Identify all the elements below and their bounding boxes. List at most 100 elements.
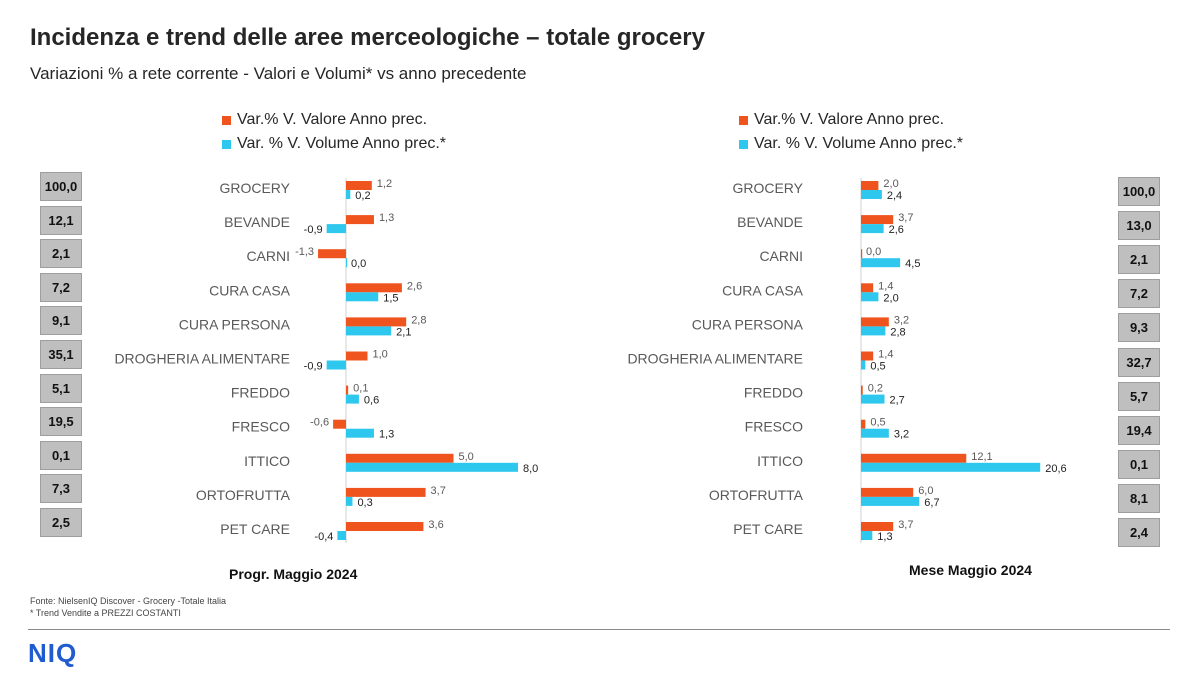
data-label-valore: 0,1 — [353, 383, 368, 395]
data-label-volume: 0,0 — [351, 258, 366, 270]
bar-valore — [346, 283, 402, 293]
bar-valore — [861, 181, 879, 190]
data-label-valore: 3,7 — [898, 212, 913, 224]
data-label-valore: 2,8 — [411, 314, 426, 326]
category-label: CURA PERSONA — [692, 316, 804, 332]
category-label: CARNI — [246, 248, 290, 264]
bar-volume — [346, 326, 392, 336]
bar-valore — [861, 283, 874, 293]
bar-valore — [861, 215, 894, 225]
bar-volume — [861, 462, 1041, 472]
data-label-valore: 3,2 — [894, 314, 909, 326]
data-label-volume: -0,4 — [314, 531, 333, 543]
legend-label-valore: Var.% V. Valore Anno prec. — [237, 111, 428, 128]
incidenza-box: 0,1 — [40, 440, 82, 470]
bar-valore — [346, 351, 368, 361]
data-label-valore: 1,0 — [373, 349, 388, 361]
bar-valore — [861, 419, 866, 429]
bar-valore — [861, 249, 863, 259]
data-label-valore: 1,2 — [377, 178, 392, 190]
incidenza-box: 7,3 — [40, 474, 82, 504]
bar-volume — [861, 428, 889, 438]
chart-title-left: Progr. Maggio 2024 — [229, 566, 358, 582]
incidenza-box: 35,1 — [40, 340, 82, 369]
bar-valore — [333, 419, 346, 429]
data-label-valore: -1,3 — [295, 246, 314, 258]
incidenza-box: 2,5 — [40, 508, 82, 537]
category-label: PET CARE — [220, 521, 290, 537]
page-subtitle: Variazioni % a rete corrente - Valori e … — [30, 64, 527, 83]
category-label: FRESCO — [232, 419, 290, 435]
incidenza-box: 5,7 — [1118, 381, 1160, 411]
bar-valore — [346, 385, 349, 395]
data-label-valore: 6,0 — [918, 485, 933, 497]
bar-volume — [346, 394, 359, 404]
data-label-volume: 2,0 — [883, 292, 898, 304]
data-label-valore: 1,4 — [878, 280, 893, 292]
bar-valore — [346, 487, 426, 497]
incidenza-box: 2,4 — [1118, 518, 1160, 547]
data-label-valore: 12,1 — [971, 451, 992, 463]
category-label: CURA PERSONA — [179, 316, 291, 332]
incidenza-box: 7,2 — [1118, 279, 1160, 309]
bar-valore — [346, 453, 454, 463]
data-label-volume: 3,2 — [894, 429, 909, 441]
legend-swatch-valore — [739, 115, 748, 125]
category-label: FREDDO — [231, 385, 290, 401]
footer-divider — [28, 629, 1170, 630]
legend-left: Var.% V. Valore Anno prec. Var. % V. Vol… — [222, 108, 446, 156]
category-label: ORTOFRUTTA — [709, 487, 804, 503]
legend-item-volume: Var. % V. Volume Anno prec.* — [222, 132, 446, 156]
data-label-volume: 0,5 — [870, 361, 885, 373]
data-label-volume: 1,3 — [877, 531, 892, 543]
incidenza-box: 0,1 — [1118, 449, 1160, 479]
bar-volume — [337, 531, 346, 540]
incidenza-box: 2,1 — [40, 239, 82, 269]
bar-volume — [861, 292, 879, 302]
data-label-volume: -0,9 — [304, 224, 323, 236]
bar-volume — [346, 190, 351, 199]
category-label: ORTOFRUTTA — [196, 487, 291, 503]
data-label-volume: 1,5 — [383, 292, 398, 304]
incidenza-box: 100,0 — [1118, 177, 1160, 206]
bar-volume — [861, 360, 866, 370]
legend-label-volume: Var. % V. Volume Anno prec.* — [237, 135, 447, 152]
bar-volume — [346, 462, 518, 472]
bar-volume — [861, 190, 882, 199]
bar-volume — [861, 326, 886, 336]
legend-label-valore: Var.% V. Valore Anno prec. — [754, 111, 945, 128]
bar-valore — [346, 215, 374, 225]
page-title: Incidenza e trend delle aree merceologic… — [30, 24, 705, 51]
category-label: GROCERY — [732, 180, 803, 196]
category-label: ITTICO — [757, 453, 803, 469]
chart-title-right: Mese Maggio 2024 — [909, 562, 1032, 578]
source-note: Fonte: NielsenIQ Discover - Grocery -Tot… — [30, 595, 226, 619]
bar-volume — [861, 224, 884, 234]
incidenza-box: 12,1 — [40, 205, 82, 235]
source-line: Fonte: NielsenIQ Discover - Grocery -Tot… — [30, 596, 227, 606]
bar-valore — [346, 181, 372, 190]
category-label: BEVANDE — [224, 214, 290, 230]
incidenza-box: 2,1 — [1118, 245, 1160, 275]
bar-volume — [861, 394, 885, 404]
category-label: BEVANDE — [737, 214, 803, 230]
category-label: DROGHERIA ALIMENTARE — [627, 351, 803, 367]
legend-label-volume: Var. % V. Volume Anno prec.* — [754, 135, 964, 152]
data-label-volume: 0,3 — [357, 497, 372, 509]
data-label-volume: 2,1 — [396, 326, 411, 338]
bar-valore — [861, 453, 967, 463]
bar-valore — [318, 249, 346, 259]
data-label-valore: 5,0 — [459, 451, 474, 463]
data-label-valore: 1,4 — [878, 349, 893, 361]
incidenza-box: 9,3 — [1118, 313, 1160, 343]
data-label-volume: 0,2 — [355, 190, 370, 202]
category-label: CURA CASA — [722, 282, 804, 298]
data-label-volume: 1,3 — [379, 429, 394, 441]
incidenza-box: 19,5 — [40, 407, 82, 437]
incidenza-box: 19,4 — [1118, 415, 1160, 445]
category-label: CARNI — [759, 248, 803, 264]
legend-swatch-volume — [739, 139, 748, 149]
bar-volume — [346, 428, 374, 438]
category-label: CURA CASA — [209, 282, 291, 298]
